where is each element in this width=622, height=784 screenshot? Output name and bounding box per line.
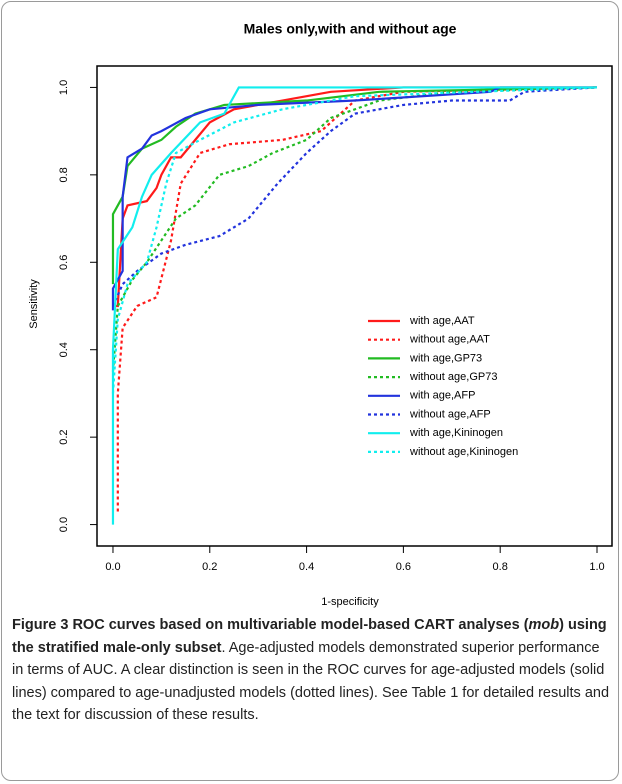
y-axis-label: Sensitivity [28,279,40,329]
roc-curve [111,86,598,372]
x-axis-label: 1-specificity [321,596,379,608]
x-tick-label: 0.0 [105,561,120,573]
roc-curve [111,86,598,285]
chart: Males only,with and without age 1-specif… [28,21,613,608]
legend-label: with age,Kininogen [409,427,503,439]
caption-title-start: ROC curves based on multivariable model-… [72,617,529,633]
caption-title-italic: mob [528,617,560,633]
chart-title: Males only,with and without age [244,21,457,37]
legend-label: without age,AFP [409,408,491,420]
x-tick-label: 0.8 [493,561,508,573]
legend-label: without age,AAT [409,334,490,346]
y-tick-label: 0.4 [58,342,70,357]
roc-curve [111,86,597,525]
roc-curve [111,86,598,307]
roc-curve [111,86,598,394]
x-tick-label: 0.4 [299,561,314,573]
roc-curve [111,86,597,311]
legend-label: with age,AFP [409,390,475,402]
caption-title-end: ) using the stratified male-only subset [12,617,607,656]
x-tick-label: 0.2 [202,561,217,573]
caption-text: . Age-adjusted models demonstrated super… [12,639,610,724]
x-tick-label: 0.6 [396,561,411,573]
legend-label: with age,AAT [409,315,475,327]
plot-frame [96,65,613,547]
y-tick-label: 0.2 [58,429,70,444]
y-tick-label: 0.0 [58,517,70,532]
roc-curve [112,86,597,308]
y-tick-label: 1.0 [58,80,70,95]
legend-label: without age,GP73 [409,371,497,383]
legend-label: without age,Kininogen [409,446,518,458]
y-tick-label: 0.6 [58,255,70,270]
legend-label: with age,GP73 [409,352,482,364]
caption: Figure 3 ROC curves based on multivariab… [12,614,612,727]
y-tick-label: 0.8 [58,167,70,182]
roc-curve [116,86,598,512]
caption-title: ROC curves based on multivariable model-… [12,617,607,656]
caption-label: Figure 3 [12,617,69,633]
x-tick-label: 1.0 [589,561,604,573]
